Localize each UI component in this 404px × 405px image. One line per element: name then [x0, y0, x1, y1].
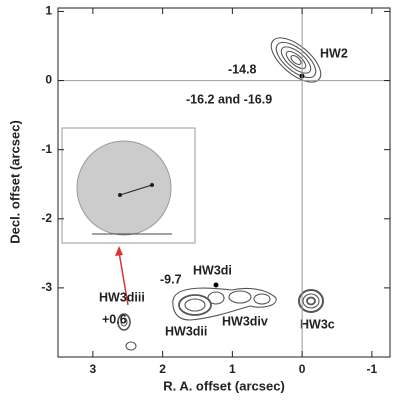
annotation: HW3c	[300, 317, 335, 331]
y-tick-label: 1	[45, 4, 52, 18]
annotation: -16.2 and -16.9	[186, 92, 272, 106]
inset	[62, 128, 195, 243]
y-tick-label: -3	[41, 280, 52, 294]
y-tick-label: -1	[41, 142, 52, 156]
annotation: HW2	[320, 46, 348, 60]
y-axis-label: Decl. offset (arcsec)	[7, 120, 22, 244]
x-tick-label: 0	[299, 362, 306, 376]
annotation: HW3di	[193, 263, 232, 277]
page: HW2 -14.8 -16.2 and -16.9 HW3di -9.7 HW3…	[0, 0, 404, 405]
x-tick-label: 3	[90, 362, 97, 376]
y-tick-label: -2	[41, 211, 52, 225]
x-tick-label: 2	[159, 362, 166, 376]
y-tick-label: 0	[45, 73, 52, 87]
annotation: HW3dii	[165, 324, 207, 338]
chart: HW2 -14.8 -16.2 and -16.9 HW3di -9.7 HW3…	[0, 0, 404, 400]
annotation: -14.8	[228, 62, 257, 76]
arrow-head	[115, 246, 123, 256]
annotation: HW3div	[222, 314, 268, 328]
annotation: HW3diii	[99, 290, 145, 304]
x-tick-label: 1	[229, 362, 236, 376]
x-tick-label: -1	[367, 362, 378, 376]
x-axis-label: R. A. offset (arcsec)	[163, 378, 285, 393]
annotation: +0.6	[102, 312, 127, 326]
annotation: -9.7	[160, 272, 182, 286]
